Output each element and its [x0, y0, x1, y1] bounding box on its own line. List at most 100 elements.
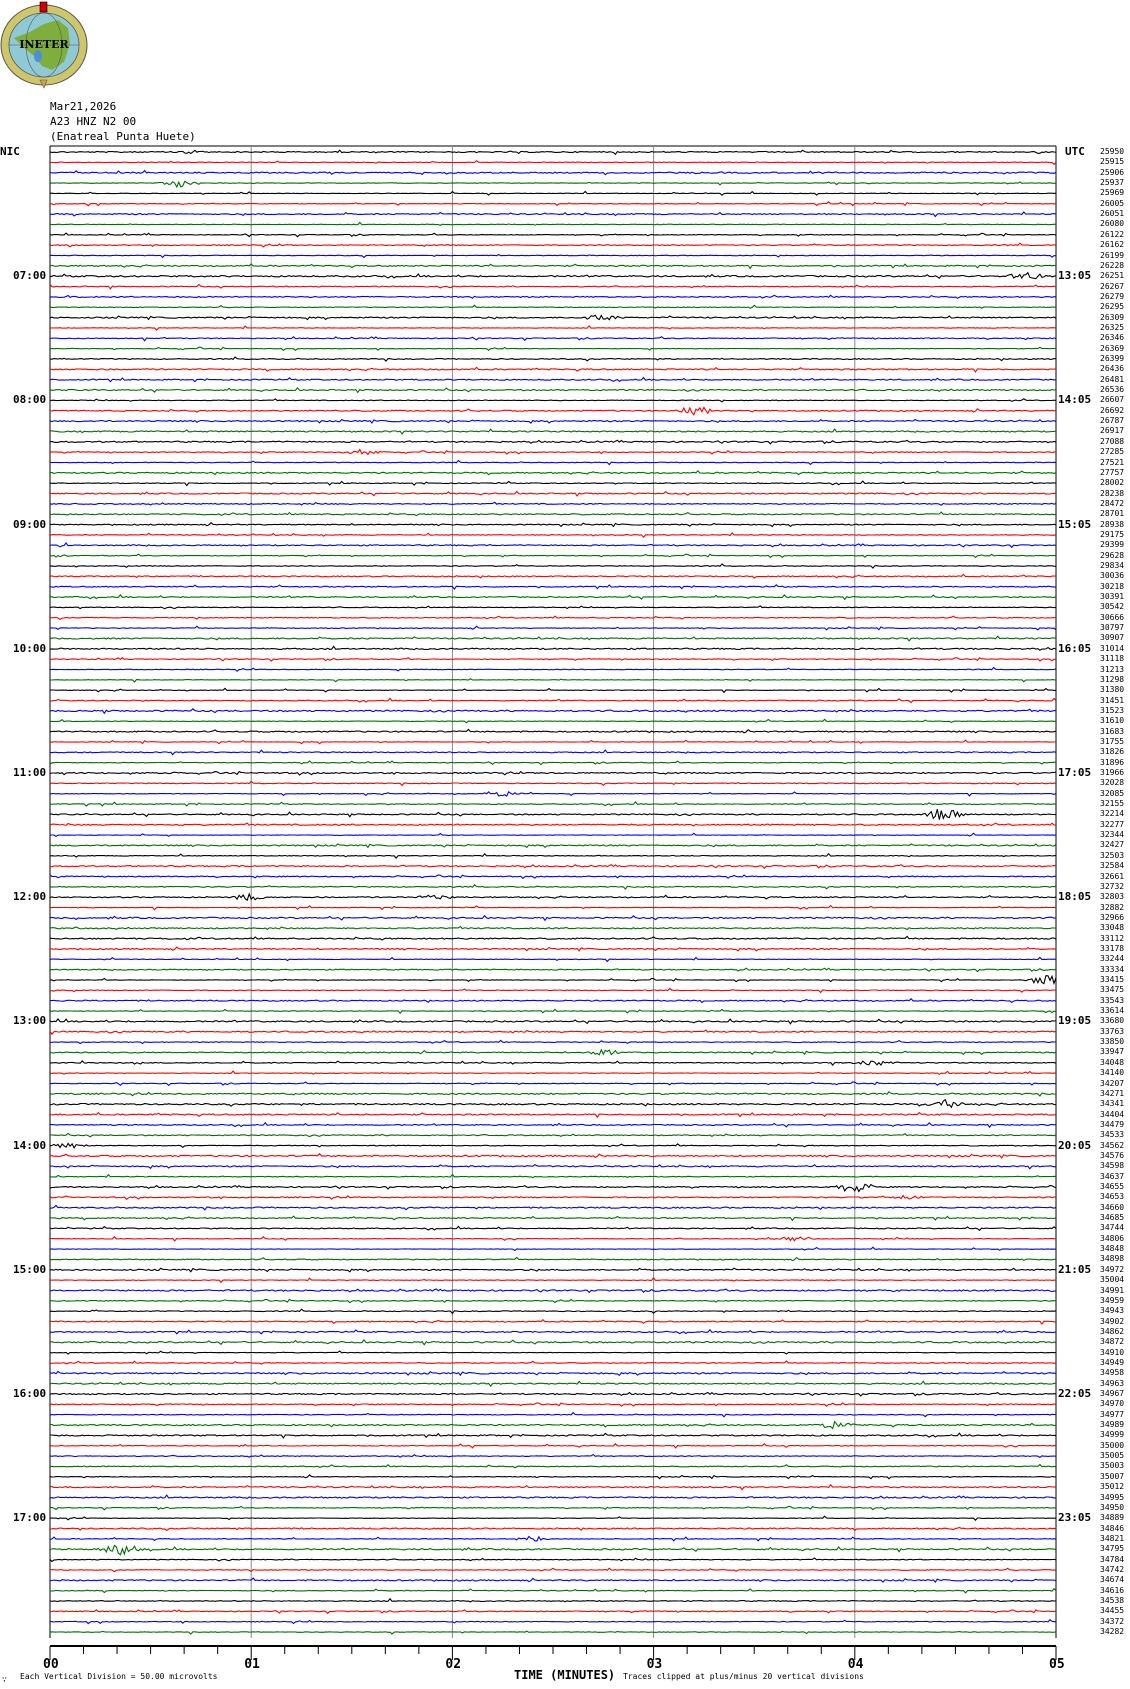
row-count-label: 33614 — [1100, 1006, 1125, 1016]
x-tick-label: 01 — [244, 1657, 260, 1672]
trace-row — [49, 1350, 1057, 1355]
row-count-label: 33543 — [1100, 995, 1125, 1005]
trace-row — [49, 956, 1057, 963]
row-count-label: 34455 — [1100, 1606, 1125, 1616]
row-count-label: 35012 — [1100, 1482, 1125, 1492]
left-time-label: 07:00 — [13, 269, 47, 283]
row-count-label: 33763 — [1100, 1026, 1125, 1036]
trace-row — [49, 232, 1057, 238]
trace-row — [50, 1567, 1057, 1573]
x-tick-label: 02 — [445, 1657, 462, 1672]
trace-row — [49, 542, 1057, 549]
left-time-label: 11:00 — [13, 766, 47, 779]
row-count-label: 34806 — [1100, 1233, 1125, 1243]
clip-note: Traces clipped at plus/minus 20 vertical… — [623, 1672, 864, 1681]
left-time-label: 13:00 — [13, 1014, 47, 1028]
trace-row — [49, 480, 1057, 487]
row-count-label: 31213 — [1100, 664, 1125, 674]
row-count-label: 33415 — [1100, 975, 1125, 984]
row-count-label: 34943 — [1100, 1306, 1125, 1316]
row-count-label: 34048 — [1100, 1057, 1125, 1067]
row-count-label: 34848 — [1100, 1244, 1125, 1254]
ineter-logo: INETER — [0, 1, 88, 89]
trace-row — [49, 780, 1057, 787]
row-count-label: 26199 — [1100, 250, 1125, 260]
row-count-label: 34685 — [1100, 1213, 1125, 1223]
trace-row — [49, 946, 1057, 952]
row-count-label: 34970 — [1100, 1399, 1125, 1409]
trace-row — [49, 386, 1057, 394]
row-count-label: 34967 — [1100, 1389, 1125, 1398]
trace-row — [49, 1164, 1057, 1170]
row-count-label: 34538 — [1100, 1596, 1125, 1605]
trace-row — [49, 605, 1057, 610]
row-count-label: 34999 — [1100, 1430, 1125, 1440]
row-count-label: 31014 — [1100, 643, 1125, 653]
trace-row — [49, 708, 1057, 715]
trace-row — [49, 1505, 1056, 1511]
right-time-label: 22:05 — [1058, 1387, 1092, 1400]
row-count-label: 32214 — [1100, 809, 1125, 819]
row-count-label: 27757 — [1100, 467, 1125, 477]
trace-row — [49, 501, 1057, 506]
row-count-label: 30797 — [1100, 623, 1125, 633]
row-count-label: 33475 — [1100, 985, 1125, 995]
trace-row — [49, 1070, 1057, 1076]
channel-label: A23 HNZ N2 00 — [50, 115, 137, 128]
trace-row — [49, 563, 1057, 569]
utc-zone-label: UTC — [1065, 145, 1085, 158]
row-count-label: 26481 — [1100, 374, 1125, 384]
trace-row — [49, 314, 1057, 321]
trace-row — [49, 149, 1057, 156]
row-count-label: 34989 — [1100, 1420, 1125, 1430]
row-count-label: 25937 — [1100, 178, 1125, 188]
trace-row — [49, 1318, 1057, 1325]
trace-row — [49, 801, 1057, 807]
row-count-label: 30391 — [1100, 592, 1125, 602]
row-count-label: 34846 — [1100, 1523, 1125, 1533]
row-count-label: 31118 — [1100, 654, 1125, 664]
trace-row — [49, 406, 1057, 416]
trace-row — [49, 1029, 1057, 1035]
row-count-label: 34872 — [1100, 1337, 1125, 1347]
x-tick-label: 05 — [1049, 1657, 1065, 1672]
row-count-label: 31610 — [1100, 716, 1125, 726]
trace-row — [49, 1484, 1057, 1491]
trace-row — [49, 221, 1057, 227]
row-count-label: 26436 — [1100, 364, 1125, 374]
x-axis-title: TIME (MINUTES) — [514, 1668, 616, 1682]
trace-row — [49, 852, 1057, 859]
row-count-label: 26536 — [1100, 385, 1125, 395]
left-time-label: 09:00 — [13, 517, 47, 531]
row-count-label: 32028 — [1100, 778, 1125, 788]
row-count-label: 30218 — [1100, 581, 1125, 591]
trace-row — [49, 1142, 1057, 1150]
trace-row — [49, 645, 1057, 651]
trace-row — [49, 448, 1057, 456]
row-count-label: 33850 — [1100, 1037, 1125, 1047]
row-count-label: 29399 — [1100, 540, 1125, 550]
trace-row — [49, 935, 1057, 941]
row-count-label: 33112 — [1100, 933, 1125, 943]
trace-row — [49, 1225, 1057, 1232]
trace-row — [49, 376, 1057, 383]
row-count-label: 34637 — [1100, 1171, 1125, 1181]
trace-row — [49, 294, 1057, 299]
trace-row — [49, 843, 1057, 849]
row-count-label: 35004 — [1100, 1275, 1125, 1285]
row-count-label: 32584 — [1100, 861, 1125, 871]
right-time-label: 16:05 — [1058, 641, 1092, 655]
trace-row — [49, 428, 1057, 435]
row-count-label: 26309 — [1100, 312, 1125, 322]
row-count-label: 32732 — [1100, 881, 1125, 891]
trace-row — [49, 1328, 1057, 1335]
row-count-label: 34784 — [1100, 1554, 1125, 1564]
trace-row — [49, 1442, 1057, 1449]
row-count-label: 32427 — [1100, 840, 1125, 850]
row-count-label: 34404 — [1100, 1109, 1125, 1119]
trace-row — [49, 1557, 1057, 1563]
row-count-label: 34562 — [1100, 1140, 1125, 1150]
row-count-label: 32155 — [1100, 799, 1125, 809]
trace-row — [49, 532, 1057, 539]
trace-row — [49, 356, 1057, 362]
